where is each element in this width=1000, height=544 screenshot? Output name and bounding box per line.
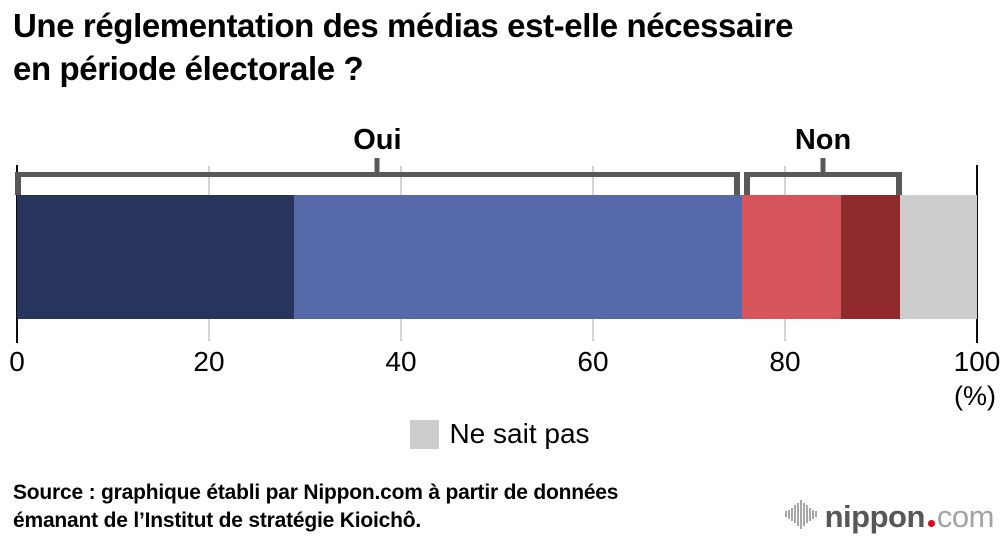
- legend-swatch-ne-sait-pas: [410, 419, 440, 449]
- bar-segment-oui-fonce: [17, 195, 295, 319]
- bracket-non: [743, 172, 903, 195]
- bracket-connector-oui: [374, 158, 380, 173]
- logo-red-dot: [927, 520, 935, 527]
- x-tick-100: 100: [953, 346, 1000, 377]
- legend-label: Ne sait pas: [449, 418, 590, 449]
- bar-segment-non-fonce: [840, 195, 901, 319]
- x-tick-40: 40: [385, 346, 417, 377]
- axis-line-100: [976, 165, 978, 343]
- x-tick-20: 20: [193, 346, 225, 377]
- legend: Ne sait pas: [0, 418, 1000, 450]
- bracket-oui: [15, 172, 740, 195]
- chart-title: Une réglementation des médias est-elle n…: [13, 7, 794, 87]
- x-tick-60: 60: [577, 346, 609, 377]
- x-tick-0: 0: [9, 346, 25, 377]
- stacked-bar: [17, 195, 977, 319]
- source-text: Source : graphique établi par Nippon.com…: [13, 481, 619, 532]
- logo-name: nippon: [824, 499, 926, 534]
- group-label-non: Non: [794, 124, 852, 156]
- axis-unit-label: (%): [954, 381, 996, 411]
- group-label-oui: Oui: [353, 124, 402, 156]
- bar-segment-ne-sait-pas: [900, 195, 977, 319]
- bracket-connector-non: [820, 158, 826, 173]
- soundwave-icon: [784, 499, 817, 529]
- x-tick-80: 80: [769, 346, 801, 377]
- bar-segment-oui-clair: [294, 195, 742, 319]
- logo-tld: com: [936, 499, 995, 534]
- x-axis-ticks: 0 20 40 60 80 100: [9, 346, 1000, 377]
- bar-segment-non-clair: [741, 195, 841, 319]
- nippon-logo: nippon com: [784, 499, 995, 534]
